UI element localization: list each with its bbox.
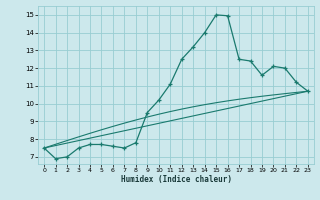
X-axis label: Humidex (Indice chaleur): Humidex (Indice chaleur) [121, 175, 231, 184]
